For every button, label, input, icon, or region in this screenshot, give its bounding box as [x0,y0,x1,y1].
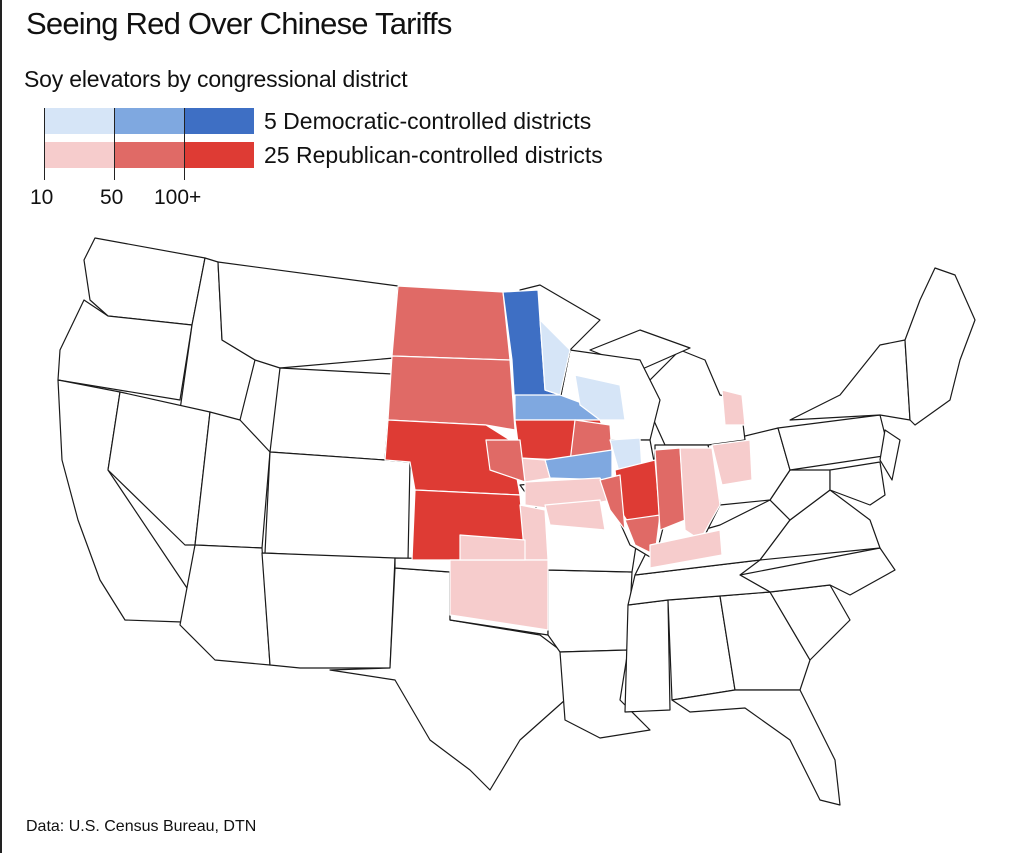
state-newjersey [879,429,901,481]
page-title: Seeing Red Over Chinese Tariffs [26,6,452,41]
district-wisconsin-west [574,374,626,421]
state-nevada [107,391,211,546]
legend-dem-swatch-low [44,108,114,134]
district-michigan-south [721,389,746,426]
legend-tick-100 [184,108,185,180]
legend-tick-label-100: 100+ [154,186,202,209]
legend-rep-swatch-mid [114,142,184,168]
state-tennessee [627,559,771,606]
legend: 5 Democratic-controlled districts 25 Rep… [30,108,1024,218]
district-minnesota-east [539,319,571,396]
legend-democratic-label: 5 Democratic-controlled districts [264,108,592,134]
state-maryland-delaware [829,461,886,506]
legend-tick-10 [44,108,45,180]
state-newyork [789,339,911,421]
state-newmexico [261,552,396,669]
state-pennsylvania [777,414,891,471]
state-virginia [759,489,881,561]
state-utah [194,411,271,549]
state-wyoming [269,367,393,461]
legend-dem-swatch-mid [114,108,184,134]
state-oregon [57,299,193,401]
district-north-dakota [391,285,511,361]
legend-rep-swatch-high [184,142,254,168]
legend-tick-label-50: 50 [100,186,124,209]
district-illinois-west [599,474,626,531]
state-mississippi [624,599,671,713]
district-south-dakota [387,355,516,431]
state-montana [217,261,399,369]
state-arizona [179,544,271,666]
district-kentucky-west [649,529,723,569]
district-indiana-east [679,447,721,541]
legend-tick-label-10: 10 [30,186,54,209]
districts [384,285,753,631]
district-kansas-south [459,534,526,561]
legend-rep-swatch-low [44,142,114,168]
legend-dem-swatch-high [184,108,254,134]
district-missouri-east [544,499,606,531]
state-florida [671,689,841,806]
state-newengland [904,267,976,426]
legend-republican-label: 25 Republican-controlled districts [264,142,603,168]
state-colorado [264,451,411,561]
legend-tick-50 [114,108,115,180]
page-subtitle: Soy elevators by congressional district [24,66,408,92]
district-ohio-west [711,439,753,486]
source-note: Data: U.S. Census Bureau, DTN [26,818,257,835]
state-arkansas [547,569,633,653]
